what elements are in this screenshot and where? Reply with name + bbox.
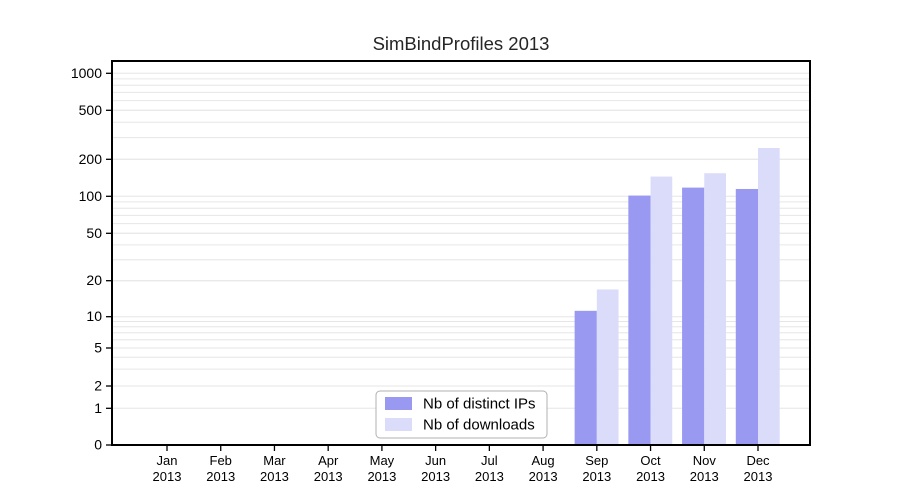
svg-text:2013: 2013 bbox=[314, 469, 343, 484]
svg-text:Nb of distinct IPs: Nb of distinct IPs bbox=[423, 396, 536, 413]
svg-text:Jul: Jul bbox=[481, 453, 498, 468]
svg-text:50: 50 bbox=[86, 225, 102, 241]
svg-text:Jan: Jan bbox=[157, 453, 178, 468]
svg-text:2013: 2013 bbox=[475, 469, 504, 484]
svg-text:200: 200 bbox=[79, 151, 103, 167]
svg-text:2013: 2013 bbox=[260, 469, 289, 484]
svg-text:2013: 2013 bbox=[690, 469, 719, 484]
svg-text:10: 10 bbox=[86, 308, 102, 324]
svg-text:2013: 2013 bbox=[636, 469, 665, 484]
svg-text:Feb: Feb bbox=[210, 453, 232, 468]
svg-text:Nb of downloads: Nb of downloads bbox=[423, 417, 535, 434]
svg-text:Jun: Jun bbox=[425, 453, 446, 468]
svg-text:100: 100 bbox=[79, 188, 103, 204]
svg-text:2013: 2013 bbox=[206, 469, 235, 484]
svg-text:Nov: Nov bbox=[693, 453, 717, 468]
svg-text:Aug: Aug bbox=[532, 453, 555, 468]
svg-text:Mar: Mar bbox=[263, 453, 286, 468]
svg-text:1: 1 bbox=[94, 400, 102, 416]
svg-text:2013: 2013 bbox=[421, 469, 450, 484]
svg-text:2013: 2013 bbox=[153, 469, 182, 484]
svg-text:1000: 1000 bbox=[71, 65, 102, 81]
svg-text:500: 500 bbox=[79, 102, 103, 118]
svg-text:0: 0 bbox=[94, 437, 102, 453]
svg-text:20: 20 bbox=[86, 272, 102, 288]
svg-text:2013: 2013 bbox=[529, 469, 558, 484]
svg-text:Sep: Sep bbox=[585, 453, 608, 468]
svg-text:Oct: Oct bbox=[640, 453, 661, 468]
svg-text:May: May bbox=[370, 453, 395, 468]
svg-text:2013: 2013 bbox=[367, 469, 396, 484]
svg-text:2: 2 bbox=[94, 378, 102, 394]
svg-text:Dec: Dec bbox=[746, 453, 770, 468]
svg-text:2013: 2013 bbox=[744, 469, 773, 484]
svg-text:5: 5 bbox=[94, 340, 102, 356]
svg-text:2013: 2013 bbox=[582, 469, 611, 484]
svg-text:SimBindProfiles 2013: SimBindProfiles 2013 bbox=[373, 33, 550, 54]
svg-text:Apr: Apr bbox=[318, 453, 339, 468]
